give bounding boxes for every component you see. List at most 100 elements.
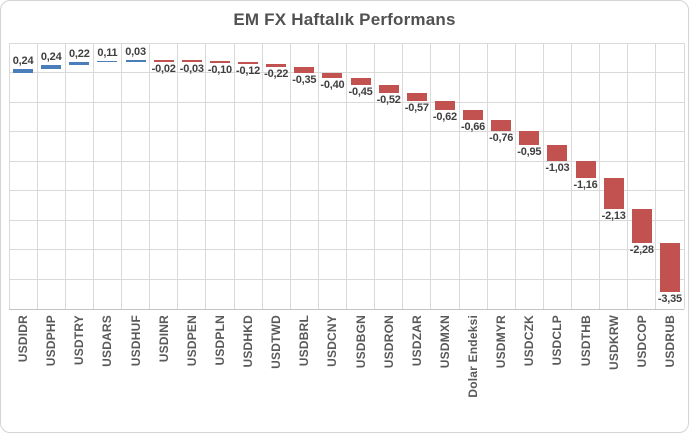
gridline-vertical xyxy=(430,43,432,309)
x-axis-label: USDCLP xyxy=(550,315,565,366)
gridline-vertical xyxy=(346,43,347,309)
bar-value-label: -0,12 xyxy=(236,65,261,78)
x-axis-label: USDTHB xyxy=(578,315,593,367)
bar-value-label: -0,76 xyxy=(489,132,514,145)
bar xyxy=(153,60,174,62)
bar xyxy=(209,60,230,63)
bar-value-label: 0,03 xyxy=(125,46,146,59)
gridline-vertical xyxy=(177,43,179,309)
bar xyxy=(378,85,399,93)
bar xyxy=(69,62,90,66)
x-axis-label: USDRON xyxy=(381,315,396,369)
gridline-vertical xyxy=(486,43,488,309)
x-axis-line xyxy=(9,308,684,310)
bar-value-label: 0,11 xyxy=(97,46,118,59)
bar xyxy=(350,78,371,86)
x-axis-label: USDPEN xyxy=(184,315,199,367)
bar-value-label: -0,35 xyxy=(292,73,317,86)
bar xyxy=(575,160,596,178)
bar-value-label: -0,02 xyxy=(151,62,176,75)
gridline-vertical xyxy=(121,43,122,309)
x-axis-label: USDPHP xyxy=(44,315,59,367)
bar xyxy=(238,62,259,65)
x-axis-label: USDIDR xyxy=(16,315,31,363)
bar xyxy=(519,131,540,146)
x-axis-label: USDARS xyxy=(100,315,115,367)
bar-value-label: -1,03 xyxy=(545,161,570,174)
bar xyxy=(603,177,624,210)
gridline-vertical xyxy=(683,43,685,309)
bar xyxy=(631,209,652,243)
gridline-vertical xyxy=(64,43,66,309)
gridline-vertical xyxy=(205,43,207,309)
gridline-vertical xyxy=(317,43,319,309)
x-axis-label: USDKRW xyxy=(606,315,621,370)
gridline-vertical xyxy=(36,43,38,309)
bar-value-label: -0,45 xyxy=(348,86,373,99)
bar xyxy=(181,60,202,63)
x-axis-label: USDTRY xyxy=(72,315,87,366)
bar xyxy=(13,69,34,73)
x-axis-label: USDTWD xyxy=(269,315,284,369)
bar-value-label: -0,52 xyxy=(376,93,401,106)
x-axis-label: USDHKD xyxy=(241,315,256,368)
bar xyxy=(434,101,455,111)
bar xyxy=(491,120,512,132)
x-axis-label: USDBRL xyxy=(297,315,312,367)
bar xyxy=(322,72,343,79)
x-axis-label: USDCOP xyxy=(634,315,649,368)
x-axis-label: USDBGN xyxy=(353,315,368,369)
bar-value-label: -0,57 xyxy=(404,102,429,115)
x-axis-label: Dolar Endeksi xyxy=(466,315,481,398)
gridline-vertical xyxy=(514,43,516,309)
bar-value-label: -2,13 xyxy=(601,210,626,223)
x-axis-label: USDMXN xyxy=(437,315,452,369)
bar-value-label: 0,22 xyxy=(69,48,90,61)
gridline-vertical xyxy=(627,43,629,309)
x-axis-label: USDRUB xyxy=(662,315,677,368)
bar-value-label: -0,62 xyxy=(432,111,457,124)
bar xyxy=(659,242,680,293)
bar xyxy=(41,65,62,69)
bar-value-label: -0,40 xyxy=(320,79,345,92)
x-axis-label: USDZAR xyxy=(409,315,424,367)
bar xyxy=(547,145,568,161)
gridline-vertical xyxy=(458,43,460,309)
bar-value-label: -0,10 xyxy=(207,63,232,76)
gridline-vertical xyxy=(571,43,572,309)
x-axis-label: USDINR xyxy=(156,315,171,363)
gridline-vertical xyxy=(92,43,94,309)
bar xyxy=(294,67,315,73)
bar-value-label: -0,03 xyxy=(179,63,204,76)
bar xyxy=(97,60,118,63)
gridline-vertical xyxy=(233,43,235,309)
gridline-vertical xyxy=(289,43,291,309)
x-axis-label: USDCNY xyxy=(325,315,340,367)
bar-value-label: -2,28 xyxy=(629,243,654,256)
bar-value-label: -0,95 xyxy=(517,146,542,159)
gridline-vertical xyxy=(542,43,544,309)
gridline-vertical xyxy=(599,43,601,309)
bar xyxy=(266,64,287,68)
bar-value-label: 0,24 xyxy=(40,51,62,64)
bar-value-label: -0,22 xyxy=(264,68,289,81)
x-axis-label: USDPLN xyxy=(212,315,227,366)
x-axis-label: USDHUF xyxy=(128,315,143,367)
bar-value-label: -0,66 xyxy=(461,121,486,134)
gridline-vertical xyxy=(655,43,657,309)
gridline-vertical xyxy=(374,43,376,309)
bar-value-label: -3,35 xyxy=(657,293,682,306)
bar-value-label: 0,24 xyxy=(12,55,34,67)
bar xyxy=(463,110,484,121)
bar xyxy=(125,60,146,62)
bar-value-label: -1,16 xyxy=(573,178,598,191)
gridline-vertical xyxy=(261,43,263,309)
gridline-vertical xyxy=(402,43,404,309)
gridline-vertical xyxy=(149,43,151,309)
chart-title: EM FX Haftalık Performans xyxy=(233,10,456,29)
x-axis-label: USDMYR xyxy=(494,315,509,369)
gridline-vertical xyxy=(8,43,10,309)
bar xyxy=(406,92,427,102)
x-axis-label: USDCZK xyxy=(522,315,537,367)
